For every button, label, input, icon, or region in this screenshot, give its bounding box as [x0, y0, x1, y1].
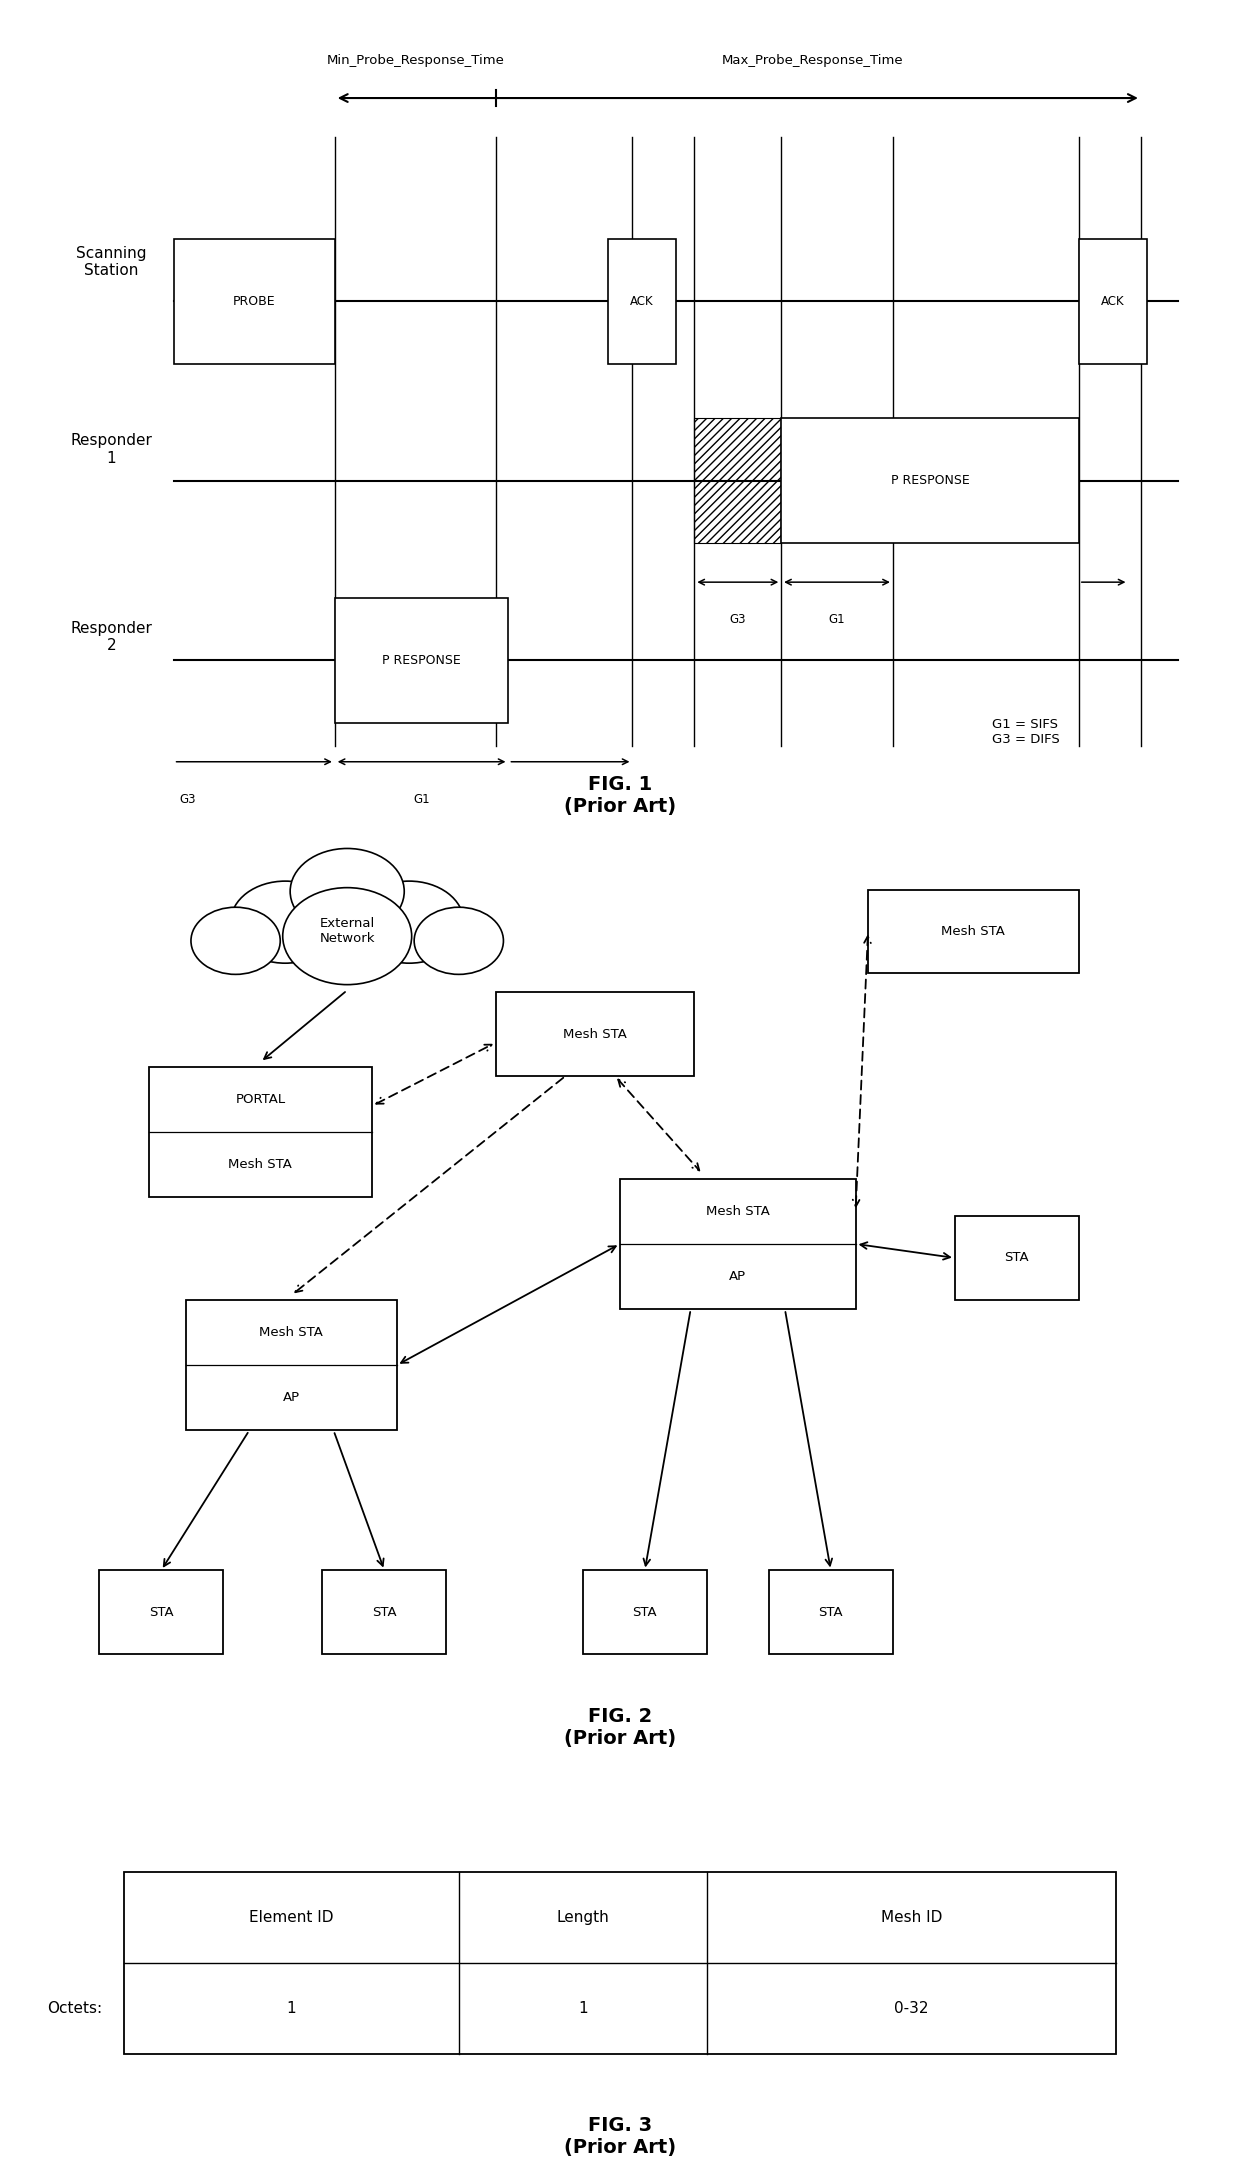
- Circle shape: [191, 907, 280, 974]
- Text: G1: G1: [828, 614, 846, 627]
- Text: STA: STA: [372, 1605, 397, 1618]
- Text: ACK: ACK: [630, 295, 653, 308]
- Text: STA: STA: [632, 1605, 657, 1618]
- Text: PORTAL: PORTAL: [236, 1093, 285, 1106]
- Text: Element ID: Element ID: [249, 1911, 334, 1926]
- Text: Mesh STA: Mesh STA: [259, 1325, 324, 1338]
- Text: G1: G1: [413, 794, 430, 807]
- Circle shape: [283, 887, 412, 985]
- FancyBboxPatch shape: [955, 1217, 1079, 1299]
- FancyBboxPatch shape: [322, 1570, 446, 1655]
- FancyBboxPatch shape: [781, 419, 1079, 542]
- Text: Mesh STA: Mesh STA: [941, 924, 1006, 937]
- Text: AP: AP: [729, 1271, 746, 1284]
- Text: STA: STA: [149, 1605, 174, 1618]
- FancyBboxPatch shape: [335, 599, 508, 722]
- Text: Mesh STA: Mesh STA: [563, 1028, 627, 1041]
- Text: 0-32: 0-32: [894, 2000, 929, 2015]
- FancyBboxPatch shape: [186, 1299, 397, 1432]
- Text: Length: Length: [557, 1911, 609, 1926]
- Text: Min_Probe_Response_Time: Min_Probe_Response_Time: [326, 54, 505, 67]
- Circle shape: [414, 907, 503, 974]
- Text: P RESPONSE: P RESPONSE: [890, 475, 970, 488]
- Text: STA: STA: [1004, 1252, 1029, 1265]
- Text: G3: G3: [180, 794, 196, 807]
- Text: STA: STA: [818, 1605, 843, 1618]
- Text: Mesh ID: Mesh ID: [880, 1911, 942, 1926]
- Text: External
Network: External Network: [320, 917, 374, 946]
- Text: Scanning
Station: Scanning Station: [77, 245, 146, 278]
- Text: Responder
1: Responder 1: [71, 434, 153, 466]
- Text: FIG. 2
(Prior Art): FIG. 2 (Prior Art): [564, 1707, 676, 1748]
- Text: ACK: ACK: [1101, 295, 1125, 308]
- Text: G1 = SIFS
G3 = DIFS: G1 = SIFS G3 = DIFS: [992, 718, 1060, 746]
- Text: P RESPONSE: P RESPONSE: [382, 653, 461, 666]
- FancyBboxPatch shape: [583, 1570, 707, 1655]
- Text: G3: G3: [729, 614, 746, 627]
- Text: Mesh STA: Mesh STA: [706, 1204, 770, 1217]
- FancyBboxPatch shape: [496, 991, 694, 1076]
- FancyBboxPatch shape: [149, 1067, 372, 1197]
- FancyBboxPatch shape: [1079, 239, 1147, 364]
- Text: FIG. 1
(Prior Art): FIG. 1 (Prior Art): [564, 774, 676, 816]
- Text: AP: AP: [283, 1390, 300, 1403]
- FancyBboxPatch shape: [174, 239, 335, 364]
- Circle shape: [290, 848, 404, 935]
- FancyBboxPatch shape: [868, 889, 1079, 974]
- Text: Mesh STA: Mesh STA: [228, 1158, 293, 1171]
- Text: Responder
2: Responder 2: [71, 620, 153, 653]
- Text: FIG. 3
(Prior Art): FIG. 3 (Prior Art): [564, 2115, 676, 2156]
- Text: PROBE: PROBE: [233, 295, 275, 308]
- FancyBboxPatch shape: [620, 1178, 856, 1310]
- FancyBboxPatch shape: [608, 239, 676, 364]
- Text: 1: 1: [286, 2000, 296, 2015]
- Text: 1: 1: [578, 2000, 588, 2015]
- FancyBboxPatch shape: [124, 1872, 1116, 2054]
- Circle shape: [231, 881, 340, 963]
- Text: Octets:: Octets:: [47, 2000, 102, 2015]
- FancyBboxPatch shape: [99, 1570, 223, 1655]
- Circle shape: [355, 881, 464, 963]
- Text: Max_Probe_Response_Time: Max_Probe_Response_Time: [722, 54, 903, 67]
- FancyBboxPatch shape: [769, 1570, 893, 1655]
